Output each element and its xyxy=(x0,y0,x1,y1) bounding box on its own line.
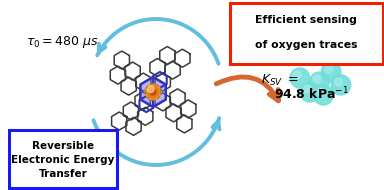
Circle shape xyxy=(325,65,333,73)
Circle shape xyxy=(310,72,329,92)
Circle shape xyxy=(145,84,161,100)
FancyBboxPatch shape xyxy=(9,130,118,188)
Circle shape xyxy=(314,85,333,105)
Text: Efficient sensing: Efficient sensing xyxy=(255,15,357,25)
Text: $K_{SV}\ =$: $K_{SV}\ =$ xyxy=(261,72,298,88)
Circle shape xyxy=(331,75,351,95)
Circle shape xyxy=(290,68,310,88)
Text: $\tau_0 = 480\ \mu s$: $\tau_0 = 480\ \mu s$ xyxy=(26,34,99,50)
Circle shape xyxy=(303,85,311,93)
Circle shape xyxy=(317,88,325,96)
Text: Electronic Energy: Electronic Energy xyxy=(12,155,115,165)
Circle shape xyxy=(293,71,301,79)
Text: 94.8 kPa$^{-1}$: 94.8 kPa$^{-1}$ xyxy=(275,86,349,102)
Text: of oxygen traces: of oxygen traces xyxy=(255,40,358,50)
Circle shape xyxy=(147,86,154,93)
Circle shape xyxy=(147,86,159,98)
Circle shape xyxy=(300,82,319,102)
Circle shape xyxy=(313,75,321,83)
Circle shape xyxy=(150,89,156,95)
FancyBboxPatch shape xyxy=(230,2,382,63)
Circle shape xyxy=(334,78,343,86)
Text: Transfer: Transfer xyxy=(39,169,88,179)
Circle shape xyxy=(321,62,341,82)
Polygon shape xyxy=(141,77,166,107)
Text: Reversible: Reversible xyxy=(32,141,94,151)
